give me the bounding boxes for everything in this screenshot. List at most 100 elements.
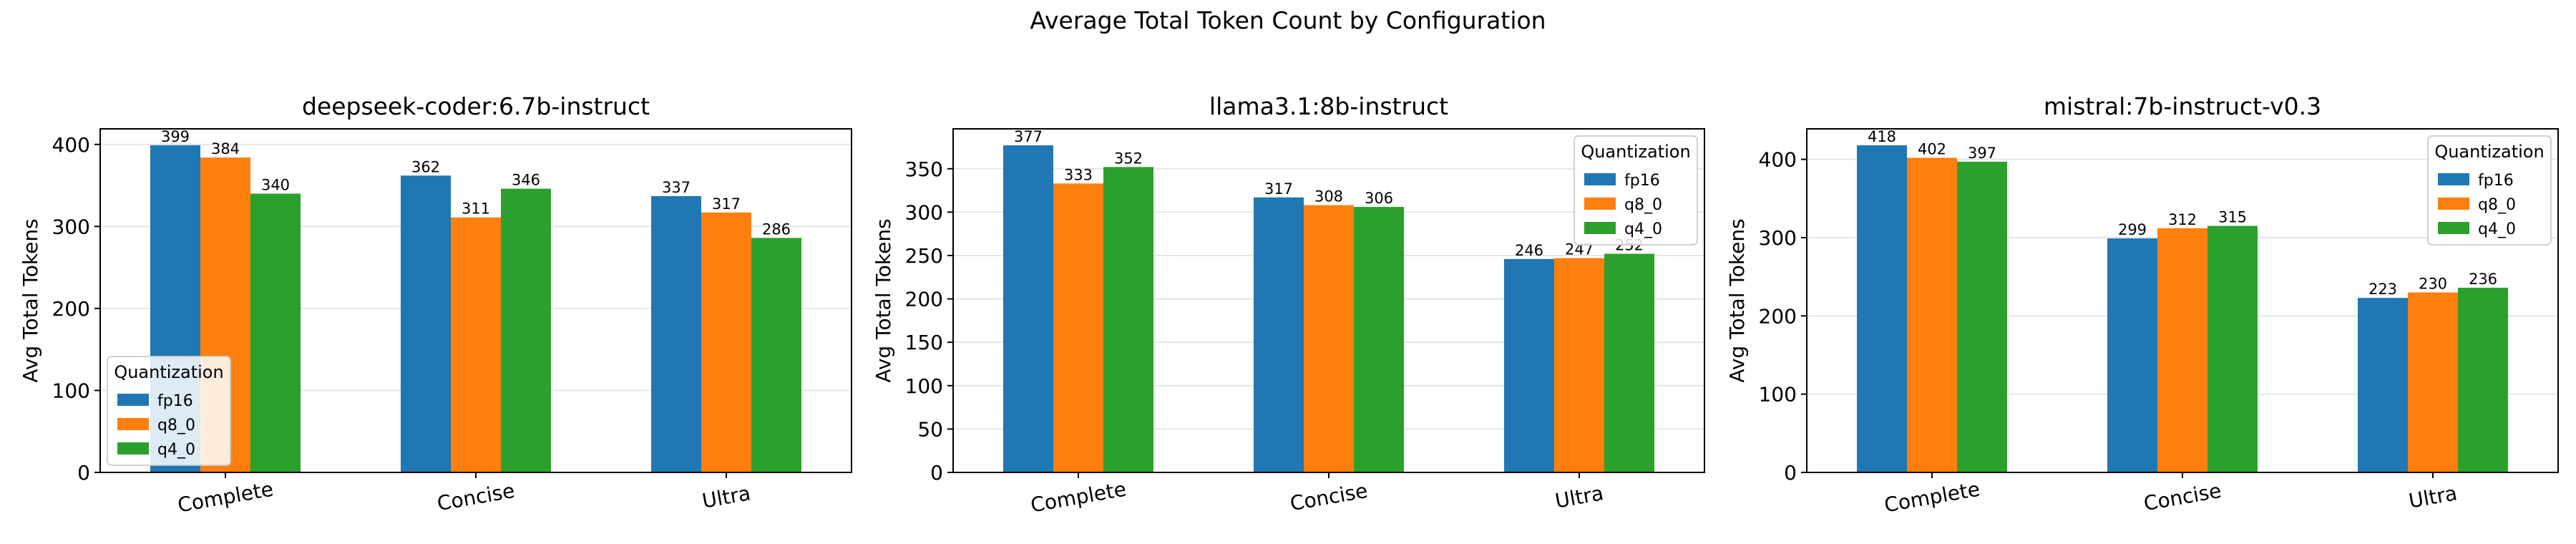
chart-panel-3: 418 299 223 402 312 230 397 315 236 0 100 200 300 400… [1725,92,2559,517]
bar-fp16-concise [401,175,451,472]
y-tick-label: 400 [1759,148,1797,172]
y-tick-label: 300 [52,215,90,238]
bar-value-label: 223 [2368,281,2397,298]
bar-value-label: 230 [2419,276,2447,293]
legend-swatch-fp16 [117,394,149,406]
bar-value-label: 340 [261,177,290,194]
bar-value-label: 317 [712,195,741,213]
bar-fp16-ultra [1504,258,1554,472]
bar-value-label: 346 [512,172,540,189]
legend-title: Quantization [1581,142,1690,162]
legend-title: Quantization [114,362,223,382]
legend-entry: fp16 [157,392,193,410]
bar-q8_0-ultra [2408,292,2458,472]
y-tick-label: 100 [905,374,943,398]
legend-swatch-q4_0 [117,442,149,455]
y-tick-label: 0 [1784,461,1797,485]
bar-fp16-concise [1254,197,1304,472]
bar-value-label: 397 [1968,145,1996,162]
chart-title: llama3.1:8b-instruct [1209,92,1448,120]
legend-swatch-q4_0 [1584,222,1616,234]
bar-value-label: 308 [1314,188,1343,205]
bar-q8_0-complete [1907,157,1957,473]
bar-q8_0-concise [451,217,501,472]
y-tick-label: 300 [1759,226,1797,250]
legend-swatch-q8_0 [2438,198,2469,210]
chart-title: mistral:7b-instruct-v0.3 [2044,92,2321,120]
y-tick-label: 250 [905,244,943,268]
bar-q4_0-concise [1354,207,1404,472]
bar-value-label: 286 [762,220,791,238]
bar-value-label: 306 [1365,190,1393,207]
legend: Quantization fp16 q8_0 q4_0 [1574,135,1698,246]
bar-value-label: 399 [161,128,190,145]
legend-entry: fp16 [1624,172,1660,190]
bar-fp16-concise [2107,238,2157,472]
legend-title: Quantization [2434,142,2544,162]
bar-q4_0-concise [2207,225,2258,472]
y-tick-label: 100 [1759,383,1797,407]
bar-value-label: 418 [1868,128,1896,145]
legend-entry: q8_0 [1624,196,1662,214]
y-tick-label: 50 [917,417,943,441]
y-axis-label: Avg Total Tokens [19,218,42,382]
y-tick-label: 400 [52,133,90,157]
bar-value-label: 299 [2118,221,2147,238]
legend-entry: q4_0 [157,441,195,459]
legend-entry: q4_0 [2478,220,2516,238]
bar-value-label: 377 [1014,128,1043,145]
y-tick-label: 300 [905,200,943,224]
bar-q4_0-ultra [751,238,801,472]
bar-q4_0-complete [1103,167,1153,473]
legend-entry: q8_0 [157,417,195,434]
bar-q8_0-concise [2157,228,2207,472]
bar-fp16-ultra [2358,298,2408,472]
legend-box [2427,135,2552,246]
y-axis-label: Avg Total Tokens [872,218,895,382]
y-tick-label: 350 [905,157,943,181]
bar-value-label: 362 [411,158,440,175]
bar-value-label: 311 [462,200,490,218]
bar-q4_0-ultra [2458,287,2508,472]
bar-fp16-complete [1003,145,1053,472]
legend-entry: q8_0 [2478,196,2516,214]
legend: Quantization fp16 q8_0 q4_0 [2427,135,2552,246]
legend-entry: q4_0 [1624,220,1662,238]
bar-value-label: 317 [1264,180,1293,198]
bar-value-label: 236 [2469,271,2497,288]
y-tick-label: 0 [930,461,943,485]
legend: Quantization fp16 q8_0 q4_0 [107,356,231,466]
legend-box [107,356,231,466]
y-tick-label: 0 [77,461,90,485]
bar-value-label: 384 [211,140,240,157]
y-tick-label: 200 [52,297,90,321]
legend-swatch-q8_0 [1584,198,1616,210]
y-tick-label: 200 [905,288,943,311]
bar-value-label: 402 [1918,140,1946,157]
bar-fp16-ultra [651,195,701,472]
bar-q8_0-ultra [701,212,751,472]
legend-swatch-fp16 [2438,173,2469,185]
bar-fp16-complete [1857,145,1907,472]
charts-container: 399 362 337 384 311 317 340 346 286 0 100 200 300 400… [19,92,2559,517]
bar-value-label: 246 [1515,242,1543,259]
chart-panel-1: 399 362 337 384 311 317 340 346 286 0 100 200 300 400… [19,92,852,517]
bar-value-label: 312 [2168,211,2197,228]
y-axis-label: Avg Total Tokens [1725,218,1749,382]
y-tick-label: 200 [1759,304,1797,328]
bar-q4_0-complete [1957,161,2007,472]
bar-value-label: 352 [1114,150,1143,167]
legend-swatch-fp16 [1584,173,1616,185]
bar-value-label: 333 [1064,166,1093,183]
bar-q4_0-complete [250,193,301,472]
chart-panel-2: 3773172463333082473523062520501001502002… [872,92,1705,517]
bar-value-label: 315 [2218,209,2247,226]
bar-q4_0-concise [501,188,551,472]
figure-suptitle: Average Total Token Count by Configurati… [1030,6,1546,34]
bar-q8_0-ultra [1554,258,1604,472]
legend-box [1574,135,1698,246]
legend-entry: fp16 [2478,172,2514,190]
bar-q8_0-concise [1304,205,1354,472]
bar-value-label: 337 [662,179,691,196]
